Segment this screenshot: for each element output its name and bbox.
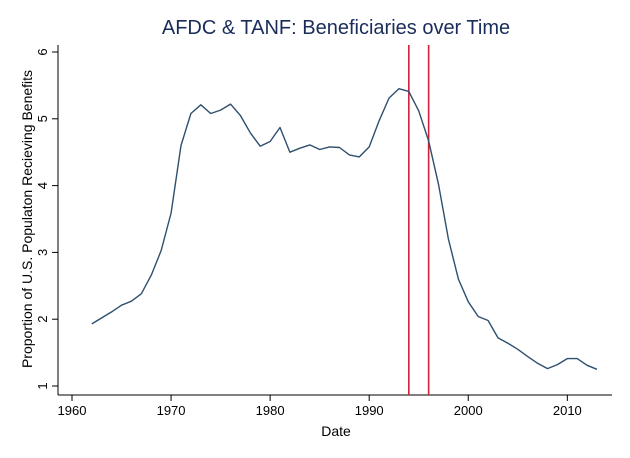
y-tick-label: 1: [35, 382, 50, 389]
axes: [57, 45, 612, 396]
x-tick-label: 2000: [454, 403, 483, 418]
y-axis-label: Proportion of U.S. Populaton Recieving B…: [19, 70, 35, 368]
y-tick-label: 3: [35, 249, 50, 256]
reference-lines: [408, 45, 430, 395]
x-tick-label: 1990: [355, 403, 384, 418]
y-tick-label: 5: [35, 115, 50, 122]
y-tick-label: 6: [35, 48, 50, 55]
chart-title: AFDC & TANF: Beneficiaries over Time: [162, 17, 510, 39]
x-tick-label: 1970: [157, 403, 186, 418]
tick-marks: 1 2 3 4 5 6 1960 1970 1980 1990 2000 2010: [35, 48, 582, 418]
x-tick-label: 2010: [553, 403, 582, 418]
x-axis-label: Date: [321, 423, 351, 439]
y-tick-label: 4: [35, 182, 50, 189]
x-tick-label: 1980: [256, 403, 285, 418]
series-group: [91, 87, 598, 370]
y-tick-label: 2: [35, 316, 50, 323]
x-tick-label: 1960: [58, 403, 87, 418]
series-line: [91, 87, 598, 370]
